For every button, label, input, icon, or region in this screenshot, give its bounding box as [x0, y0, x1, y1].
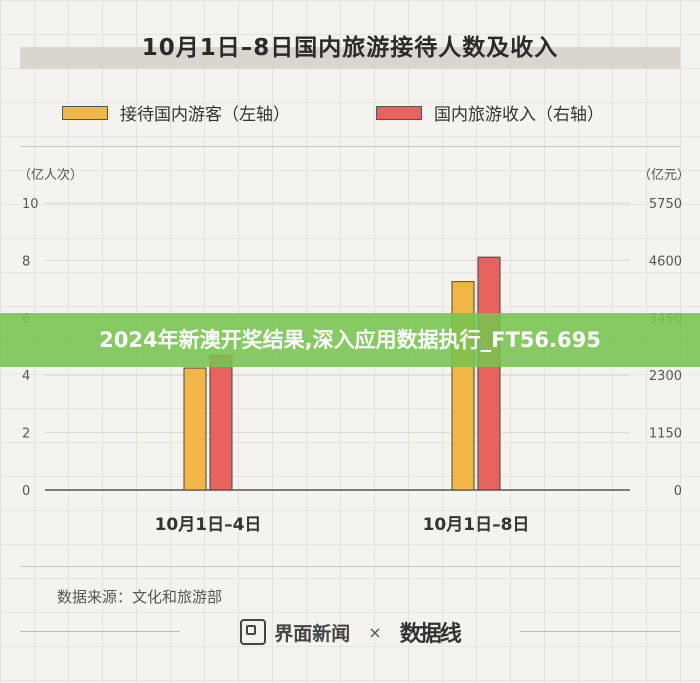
- footer-rule-right: [520, 631, 680, 632]
- right-tick-label: 2300: [649, 369, 682, 384]
- right-tick-label: 0: [674, 484, 682, 499]
- bar-chart: （亿人次） （亿元） 0246810 011502300345046005750…: [18, 167, 690, 535]
- right-tick-label: 4600: [649, 254, 682, 269]
- category-label: 10月1日–8日: [423, 515, 530, 535]
- legend-swatch-revenue: [376, 105, 422, 120]
- data-source: 数据来源：文化和旅游部: [57, 588, 223, 606]
- overlay-banner: 2024年新澳开奖结果,深入应用数据执行_FT56.695: [0, 313, 700, 367]
- left-tick-label: 0: [22, 484, 30, 499]
- partner-logo: 数据线: [399, 622, 462, 647]
- right-tick-label: 5750: [649, 197, 682, 212]
- left-tick-label: 2: [22, 427, 30, 442]
- legend: 接待国内游客（左轴） 国内旅游收入（右轴）: [0, 100, 700, 125]
- title-underline-bar: [20, 47, 680, 69]
- right-axis-label: （亿元）: [638, 168, 690, 183]
- legend-label-visitors: 接待国内游客（左轴）: [120, 105, 290, 125]
- left-tick-label: 8: [22, 254, 30, 269]
- footer: 界面新闻 × 数据线: [0, 612, 700, 652]
- brand-name: 界面新闻: [274, 622, 351, 645]
- chart-title: 10月1日–8日国内旅游接待人数及收入: [141, 35, 559, 61]
- times-sign: ×: [368, 622, 382, 642]
- bar-revenue: [477, 256, 501, 491]
- legend-swatch-visitors: [62, 105, 108, 120]
- bar-revenue: [209, 354, 233, 491]
- category-labels: 10月1日–4日 10月1日–8日: [155, 515, 530, 535]
- legend-separator: [20, 146, 680, 147]
- legend-item-visitors: 接待国内游客（左轴）: [62, 100, 290, 125]
- legend-label-revenue: 国内旅游收入（右轴）: [434, 105, 604, 125]
- right-tick-label: 1150: [649, 427, 682, 442]
- jiemian-logo-icon: [240, 619, 267, 645]
- banner-text: 2024年新澳开奖结果,深入应用数据执行_FT56.695: [99, 328, 601, 352]
- category-label: 10月1日–4日: [155, 515, 262, 535]
- left-tick-label: 4: [22, 369, 30, 384]
- footer-separator: [20, 566, 680, 567]
- footer-rule-left: [20, 631, 180, 632]
- bar-visitors: [183, 367, 207, 491]
- left-axis-label: （亿人次）: [18, 167, 83, 183]
- legend-item-revenue: 国内旅游收入（右轴）: [376, 100, 604, 125]
- brand-jiemian: 界面新闻: [240, 619, 350, 646]
- left-tick-label: 10: [22, 197, 39, 212]
- bars: [183, 256, 501, 491]
